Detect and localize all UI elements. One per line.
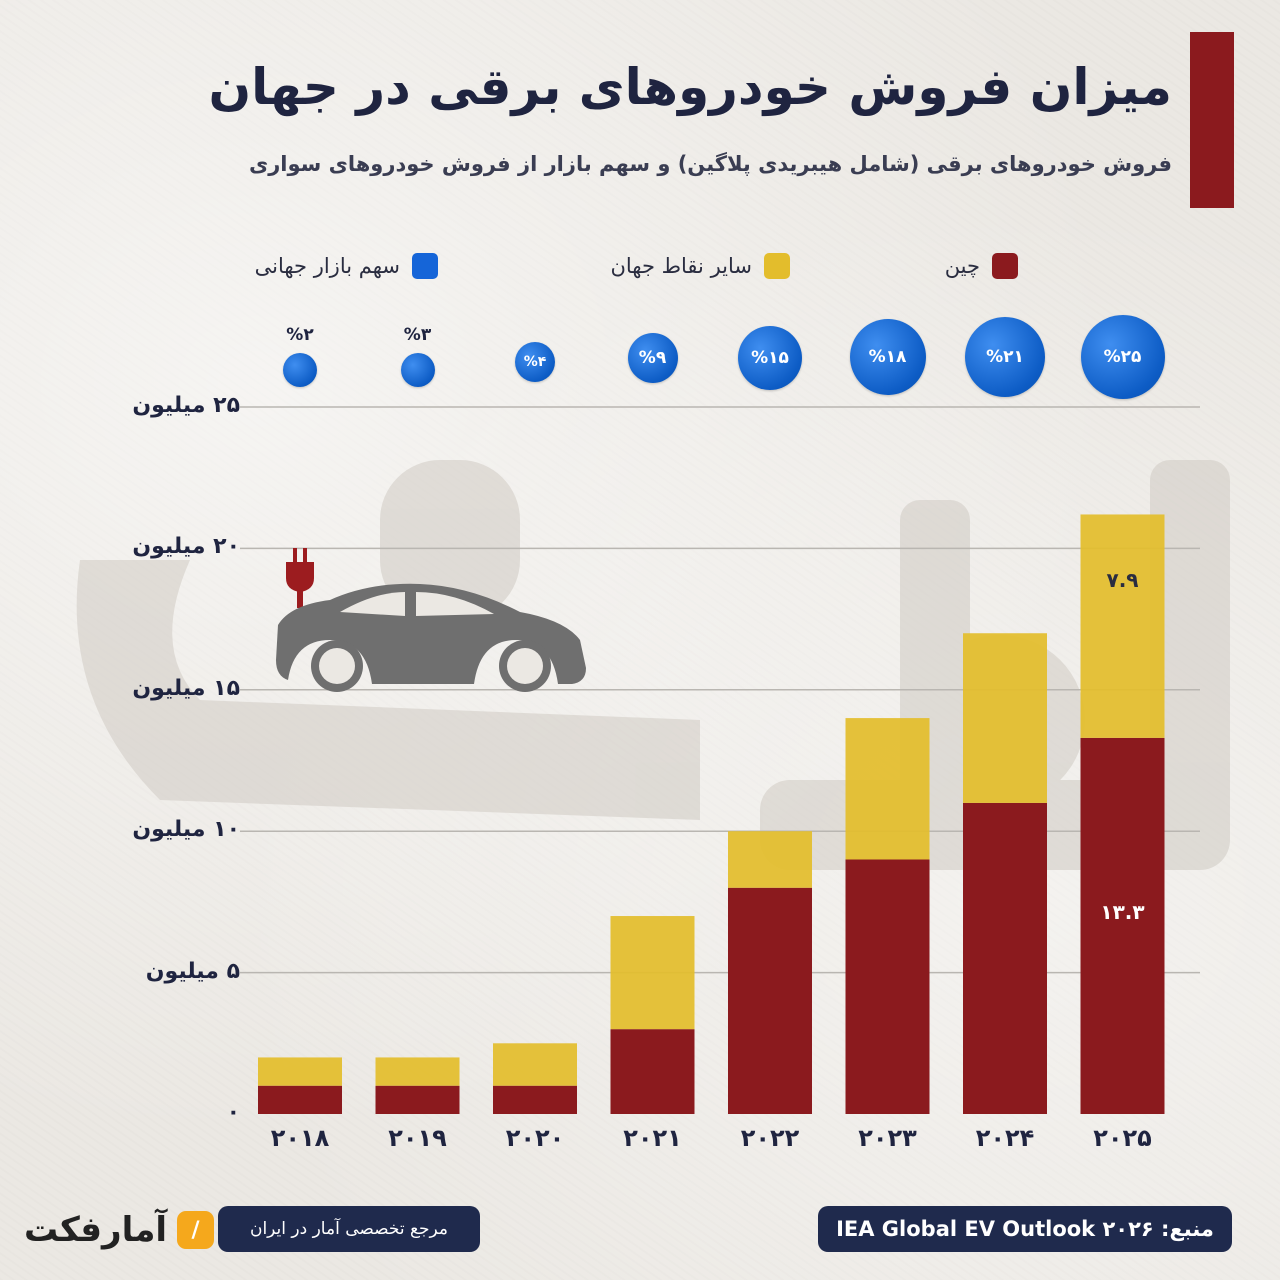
bar-rest: [493, 1043, 577, 1086]
bar-china: [1080, 737, 1165, 1114]
legend-china: چین: [945, 250, 1018, 282]
bar-china: [728, 887, 812, 1114]
y-tick-label: ۲۵ میلیون: [132, 393, 240, 418]
page-title: میزان فروش خودروهای برقی در جهان: [208, 58, 1172, 116]
market-share-circle: [400, 353, 435, 387]
source-pill: منبع: IEA Global EV Outlook ۲۰۲۶: [818, 1206, 1232, 1252]
bar-china: [610, 1029, 695, 1114]
x-tick-label: ۲۰۲۴: [975, 1124, 1035, 1152]
legend-china-label: چین: [944, 254, 980, 278]
market-share-label: %۳: [403, 325, 432, 345]
bar-rest: [610, 916, 695, 1030]
bar-data-label: ۱۳.۳: [1100, 899, 1145, 924]
market-share-circle: %۱۸: [849, 319, 926, 395]
market-share-circle: %۹: [627, 333, 678, 383]
legend-rest-swatch: [764, 253, 790, 279]
market-share-label: %۲: [286, 325, 314, 345]
legend-share: سهم بازار جهانی: [255, 250, 438, 282]
y-tick-label: ۰: [226, 1100, 240, 1125]
bar-rest: [1080, 514, 1165, 738]
legend-share-label: سهم بازار جهانی: [254, 254, 400, 278]
legend-china-swatch: [992, 253, 1018, 279]
y-tick-label: ۱۵ میلیون: [132, 675, 240, 701]
x-tick-label: ۲۰۱۸: [270, 1124, 330, 1152]
source-text: منبع: IEA Global EV Outlook ۲۰۲۶: [836, 1217, 1214, 1241]
bar-rest: [728, 831, 812, 888]
market-share-circle: %۲۵: [1080, 315, 1165, 399]
bar-china: [845, 859, 930, 1114]
x-tick-label: ۲۰۲۱: [623, 1124, 682, 1152]
x-tick-label: ۲۰۲۳: [858, 1124, 917, 1152]
tagline-pill: مرجع تخصصی آمار در ایران: [218, 1206, 480, 1252]
x-tick-label: ۲۰۲۲: [740, 1124, 800, 1152]
legend-rest-label: سایر نقاط جهان: [610, 254, 752, 278]
bar-rest: [963, 633, 1047, 803]
x-tick-label: ۲۰۱۹: [388, 1124, 447, 1152]
y-tick-label: ۱۰ میلیون: [132, 817, 240, 843]
tagline-text: مرجع تخصصی آمار در ایران: [249, 1219, 449, 1239]
x-tick-label: ۲۰۲۵: [1093, 1124, 1152, 1152]
page-subtitle: فروش خودروهای برقی (شامل هیبریدی پلاگین)…: [248, 152, 1172, 176]
bar-china: [375, 1085, 460, 1114]
bar-china: [493, 1085, 577, 1114]
bar-data-label: ۷.۹: [1106, 568, 1139, 593]
y-tick-label: ۵ میلیون: [145, 958, 240, 984]
market-share-circle: %۴: [515, 342, 555, 382]
brand-mark-icon: /: [177, 1211, 214, 1249]
x-tick-label: ۲۰۲۰: [505, 1124, 565, 1152]
bar-rest: [845, 718, 930, 860]
bar-china: [963, 802, 1047, 1114]
bar-rest: [258, 1057, 342, 1086]
market-share-circle: %۲۱: [965, 317, 1045, 397]
car-plug-icon: [276, 548, 586, 692]
title-accent-bar: [1190, 32, 1234, 208]
legend-rest: سایر نقاط جهان: [610, 250, 790, 282]
legend-share-swatch: [412, 253, 438, 279]
brand-logo: آمارفکت /: [24, 1200, 214, 1260]
market-share-circle: [283, 353, 317, 387]
bar-rest: [375, 1057, 460, 1086]
bar-china: [258, 1085, 342, 1114]
market-share-circle: %۱۵: [738, 326, 802, 390]
brand-name: آمارفکت: [24, 1210, 168, 1250]
y-tick-label: ۲۰ میلیون: [132, 534, 240, 560]
